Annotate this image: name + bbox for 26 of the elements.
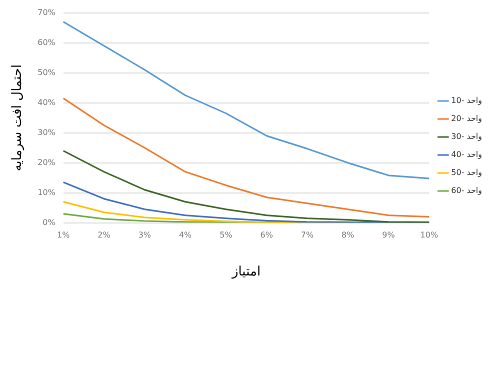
- x-tick-label: 2%: [98, 230, 111, 240]
- x-tick-label: 10%: [420, 230, 438, 240]
- y-tick-label: 30%: [38, 128, 56, 137]
- x-axis-title: امتیاز: [230, 264, 261, 280]
- y-tick-label: 40%: [38, 98, 56, 107]
- y-tick-label: 50%: [38, 68, 56, 77]
- y-tick-label: 60%: [38, 38, 56, 47]
- legend-label: واحد -40: [451, 150, 482, 160]
- x-tick-label: 8%: [342, 230, 355, 240]
- legend-label: واحد -20: [451, 114, 482, 124]
- x-tick-label: 4%: [178, 230, 192, 240]
- x-tick-label: 1%: [57, 230, 70, 240]
- y-tick-label: 20%: [38, 158, 56, 167]
- x-tick-label: 3%: [138, 230, 152, 240]
- x-tick-label: 7%: [300, 230, 314, 240]
- x-tick-label: 9%: [382, 230, 396, 240]
- x-tick-label: 5%: [220, 230, 233, 240]
- y-tick-label: 10%: [38, 188, 56, 197]
- y-tick-label: 0%: [42, 218, 56, 227]
- legend-label: واحد -60: [451, 186, 482, 196]
- x-tick-label: 6%: [260, 230, 274, 240]
- legend-label: واحد -10: [451, 96, 482, 106]
- y-axis-title: احتمال افت سرمایه: [10, 64, 26, 172]
- legend-label: واحد -30: [451, 132, 482, 142]
- legend-label: واحد -50: [451, 168, 482, 178]
- y-tick-label: 70%: [38, 8, 56, 17]
